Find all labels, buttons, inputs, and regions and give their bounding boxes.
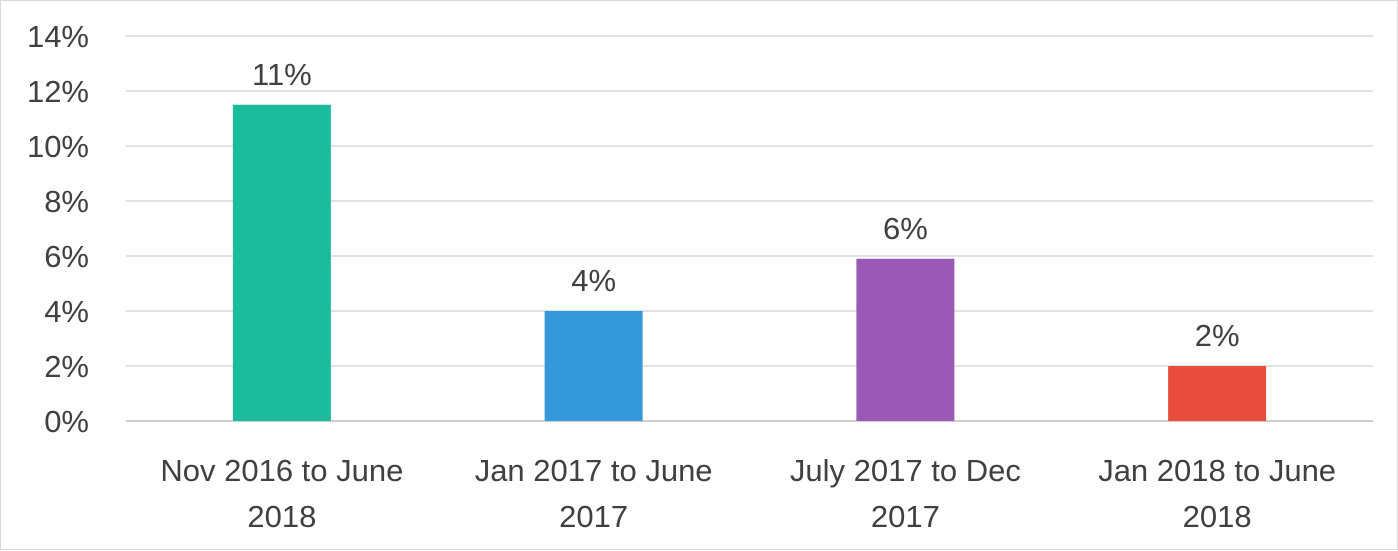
y-tick-label: 12% <box>27 74 89 109</box>
x-category-label: Jan 2018 to June <box>1098 453 1336 488</box>
data-label: 2% <box>1195 318 1240 353</box>
y-tick-label: 10% <box>27 129 89 164</box>
bar <box>1168 366 1267 421</box>
data-label: 4% <box>571 263 616 298</box>
x-category-label: Nov 2016 to June <box>160 453 403 488</box>
x-category-label: Jan 2017 to June <box>475 453 713 488</box>
y-tick-label: 2% <box>44 349 89 384</box>
x-category-label: 2018 <box>247 499 316 534</box>
y-tick-label: 14% <box>27 19 89 54</box>
x-category-label: 2017 <box>871 499 940 534</box>
y-tick-label: 0% <box>44 404 89 439</box>
bar <box>544 311 643 421</box>
y-tick-label: 6% <box>44 239 89 274</box>
x-category-label: 2017 <box>559 499 628 534</box>
bar <box>856 258 955 421</box>
x-category-label: 2018 <box>1183 499 1252 534</box>
x-category-label: July 2017 to Dec <box>790 453 1021 488</box>
data-label: 11% <box>252 57 312 92</box>
data-label: 6% <box>883 211 928 246</box>
y-tick-label: 8% <box>44 184 89 219</box>
bar <box>232 104 331 421</box>
y-tick-label: 4% <box>44 294 89 329</box>
